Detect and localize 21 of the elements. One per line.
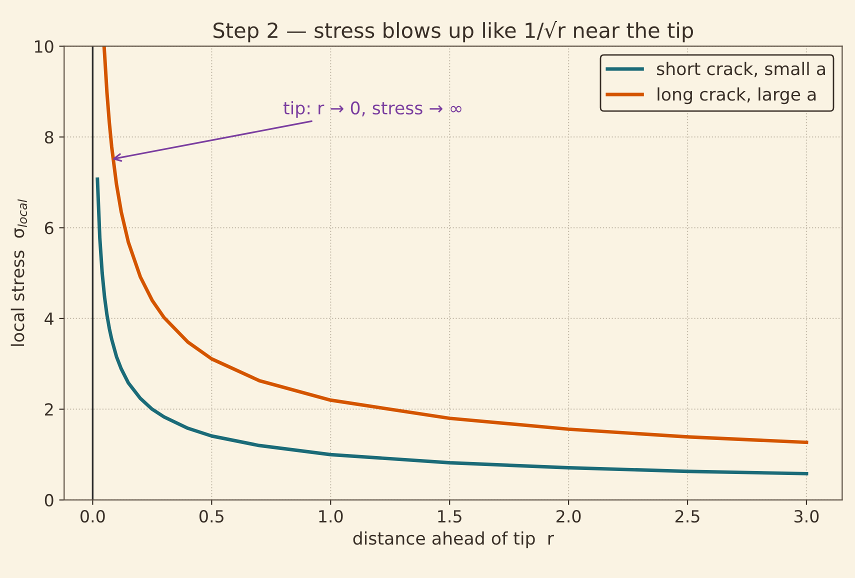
line-series <box>96 177 808 476</box>
x-tick-label: 1.0 <box>319 510 343 523</box>
y-tick-label: 8 <box>44 130 54 144</box>
annotation: tip: r → 0, stress → ∞ <box>283 101 462 118</box>
y-tick-label: 0 <box>44 494 54 507</box>
legend-label: long crack, large a <box>658 87 816 104</box>
y-tick-label: 10 <box>35 40 54 53</box>
x-tick-label: 2.5 <box>675 510 700 523</box>
chart-title: Step 2 — stress blows up like 1/√r near the tip <box>214 21 694 42</box>
x-tick-label: 0.5 <box>199 510 224 523</box>
x-tick-label: 0.0 <box>80 510 105 523</box>
y-tick-label: 2 <box>45 403 53 416</box>
x-axis-title: distance ahead of tip r <box>353 531 554 548</box>
x-tick-label: 2.0 <box>556 510 581 523</box>
x-tick-label: 3.0 <box>794 510 819 523</box>
line-series <box>102 46 808 444</box>
y-tick-label: 4 <box>44 312 54 325</box>
x-tick-label: 1.5 <box>438 510 462 523</box>
y-axis-title: local stress σ$_{local}$ <box>10 199 28 346</box>
legend-label: short crack, small a <box>657 62 825 78</box>
y-tick-label: 6 <box>44 222 54 234</box>
